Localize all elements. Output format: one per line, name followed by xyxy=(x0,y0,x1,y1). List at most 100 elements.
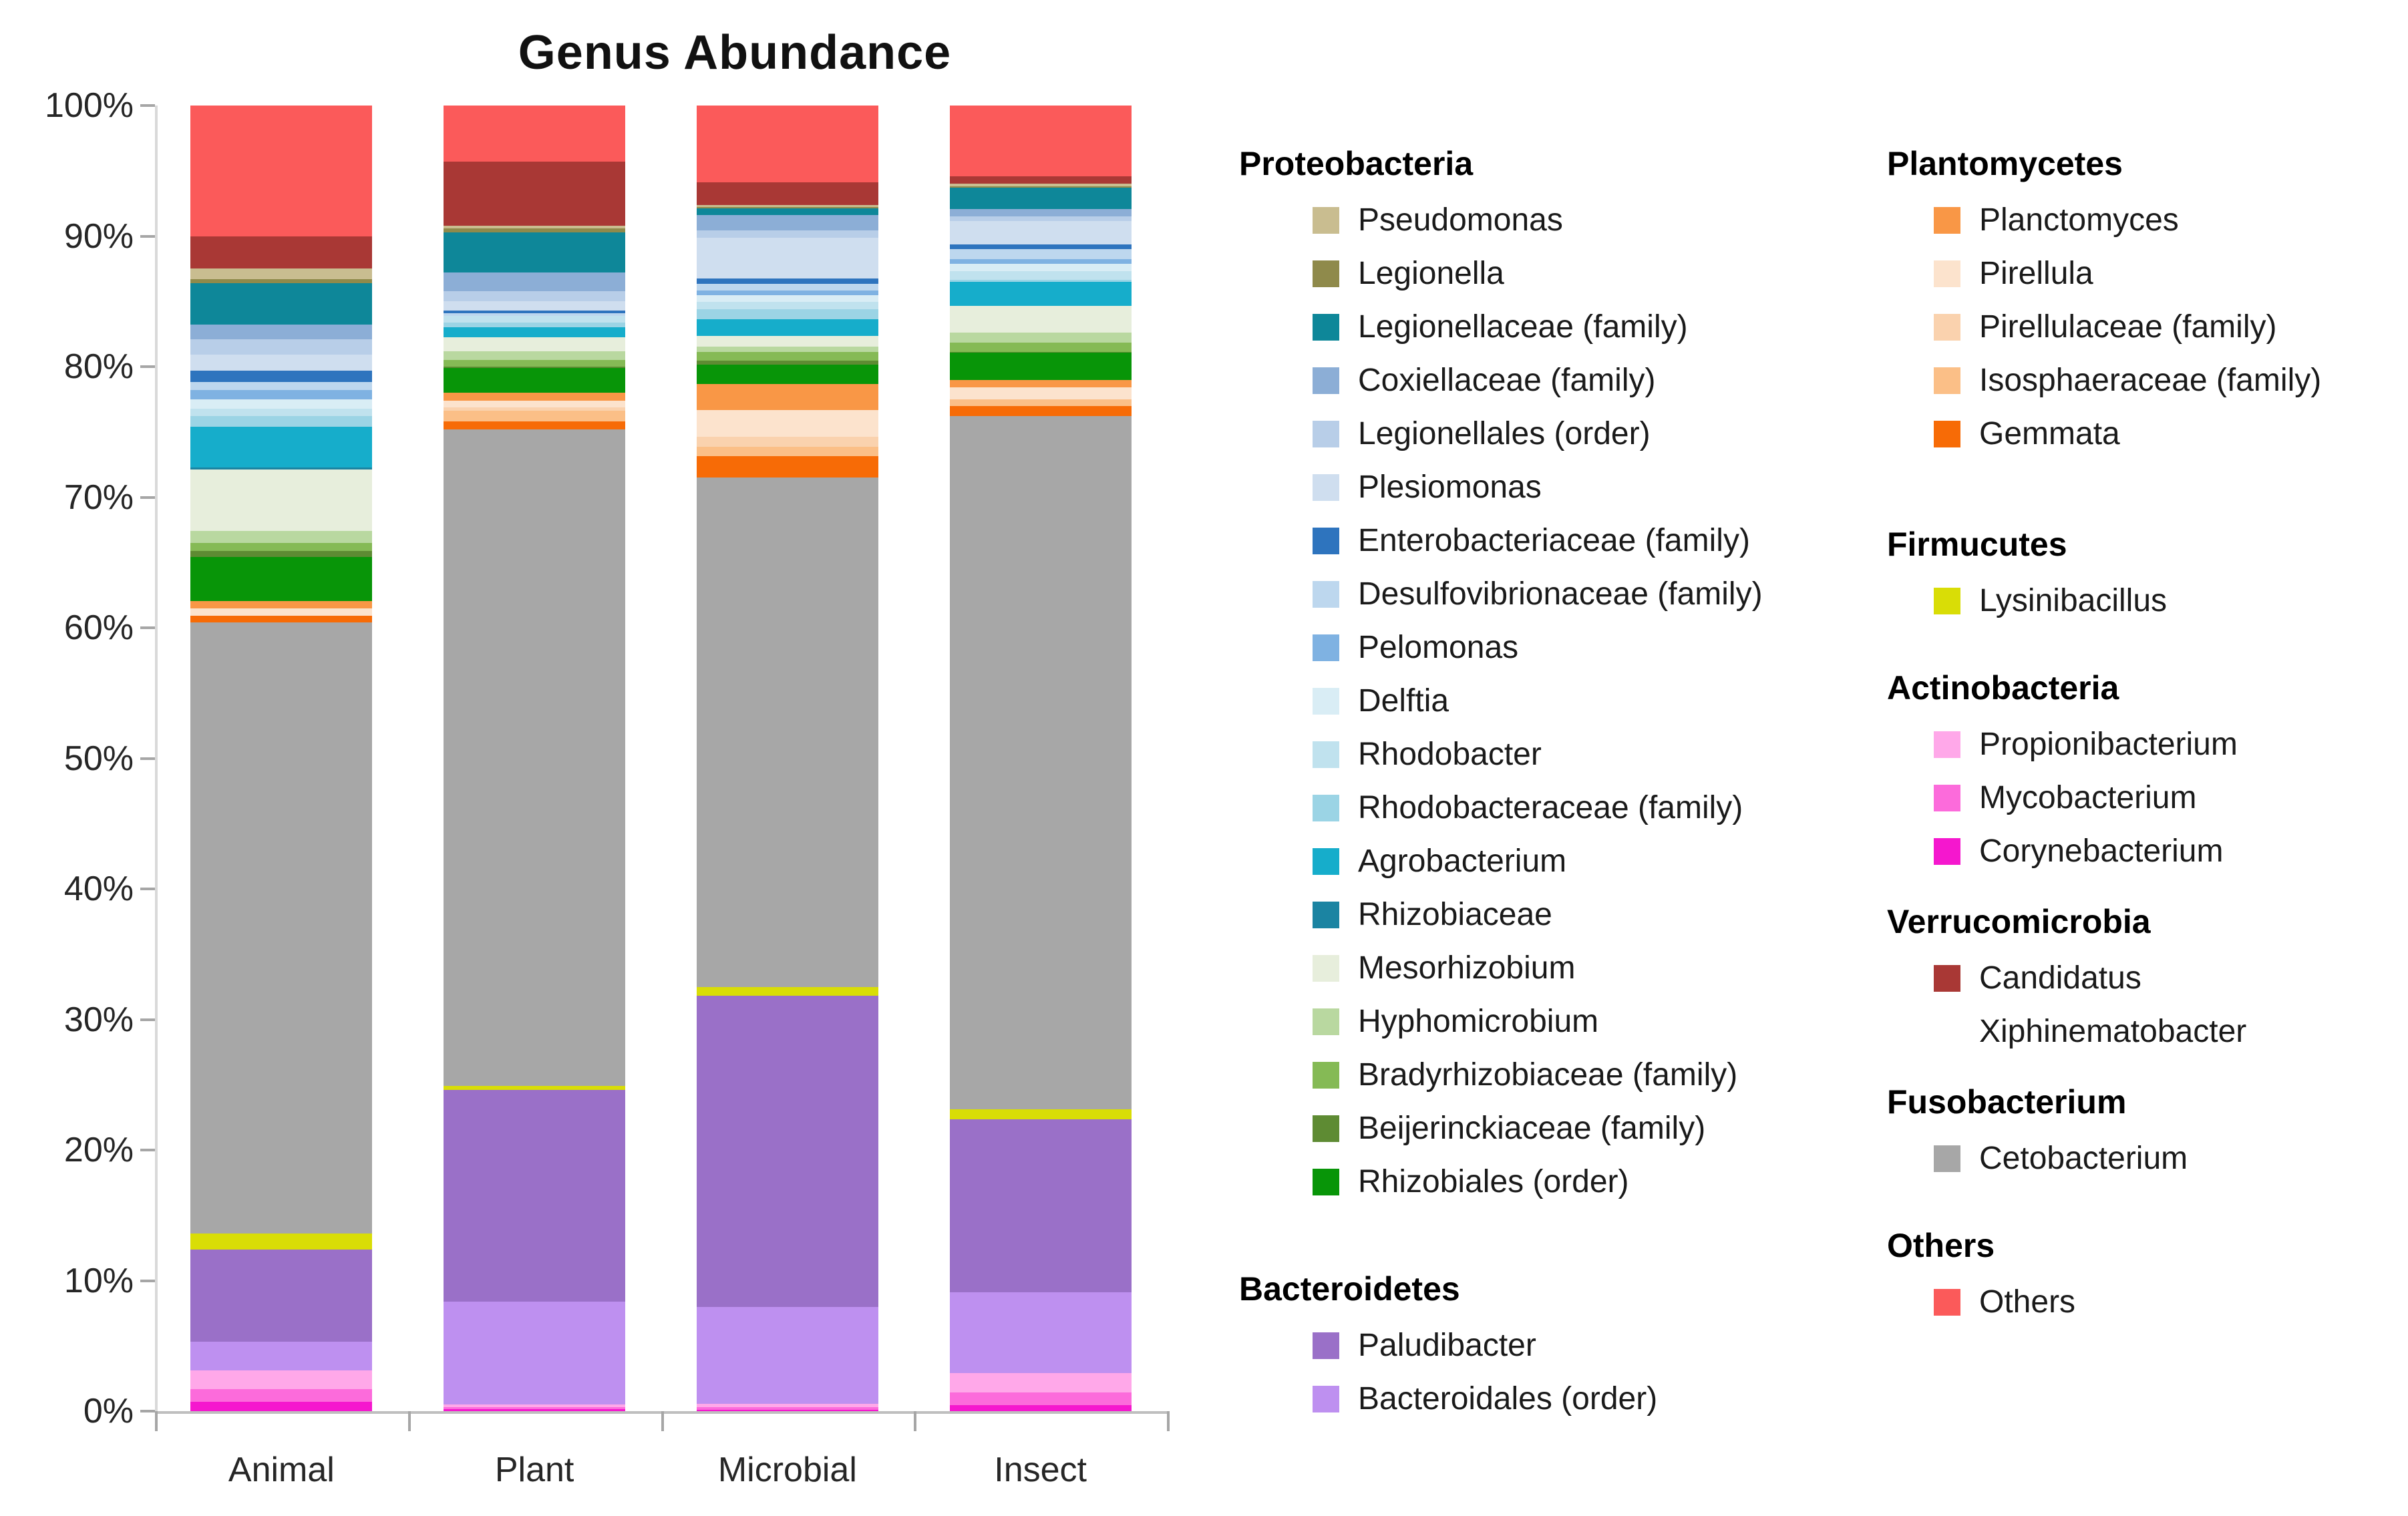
bar-segment-rhodobacteraceae-family- xyxy=(696,309,878,319)
legend-item-label: Cetobacterium xyxy=(1979,1141,2188,1176)
legend-item: Coxiellaceae (family) xyxy=(1313,354,1934,407)
bar-segment-enterobacteriaceae-family- xyxy=(190,370,373,383)
bar-segment-bacteroidales-order- xyxy=(696,1306,878,1404)
bar-segment-propionibacterium xyxy=(949,1373,1132,1392)
legend-item-label: Paludibacter xyxy=(1358,1328,1536,1363)
legend-item-label: Candidatus Xiphinematobacter xyxy=(1979,960,2247,1049)
bar-segment-others xyxy=(190,106,373,236)
bar-segment-mesorhizobium xyxy=(444,337,626,351)
bar-segment-corynebacterium xyxy=(696,1410,878,1411)
bar-segment-beijerinckiaceae-family- xyxy=(949,351,1132,353)
legend-swatch-icon xyxy=(1313,1169,1339,1195)
legend-item: Agrobacterium xyxy=(1313,835,1934,888)
bar-segment-plesiomonas xyxy=(444,301,626,311)
legend-item-label: Propionibacterium xyxy=(1979,727,2238,762)
bar-segment-legionella xyxy=(696,207,878,209)
legend-swatch-icon xyxy=(1934,965,1960,992)
bar-segment-planctomyces xyxy=(949,379,1132,388)
legend-item: Planctomyces xyxy=(1934,194,2408,247)
bar-segment-legionella xyxy=(190,279,373,283)
x-category-label: Microbial xyxy=(717,1451,857,1489)
legend-item: Bacteroidales (order) xyxy=(1313,1372,1934,1426)
legend-item: Mesorhizobium xyxy=(1313,942,1934,995)
legend-item: Pirellula xyxy=(1934,247,2408,301)
legend-column-left: Proteobacteria Pseudomonas Legionella Legio… xyxy=(1239,134,1934,1426)
legend-swatch-icon xyxy=(1313,1386,1339,1412)
legend-group-header: Verrucomicrobia xyxy=(1887,903,2151,940)
bar-segment-desulfovibrionaceae-family- xyxy=(444,313,626,316)
x-category-label: Plant xyxy=(494,1451,574,1489)
bar-segment-hyphomicrobium xyxy=(949,333,1132,343)
x-axis-tick xyxy=(155,1411,158,1431)
legend-swatch-icon xyxy=(1313,1062,1339,1089)
bar-segment-isosphaeraceae-family- xyxy=(696,447,878,456)
y-tick-label: 100% xyxy=(45,86,134,125)
legend-item-label: Rhizobiaceae xyxy=(1358,897,1552,932)
legend-item: Candidatus Xiphinematobacter xyxy=(1934,952,2408,1059)
x-axis-tick xyxy=(661,1411,664,1431)
legend-item: Rhodobacter xyxy=(1313,728,1934,781)
legend-group-verrucomicrobia: Verrucomicrobia Candidatus Xiphinematobac… xyxy=(1887,892,2408,1059)
bar-segment-cetobacterium xyxy=(696,478,878,987)
y-tick-label: 60% xyxy=(63,608,134,647)
bar-segment-rhodobacteraceae-family- xyxy=(190,416,373,427)
y-tick-label: 70% xyxy=(63,478,134,517)
y-axis-tick xyxy=(140,365,155,368)
y-axis-tick xyxy=(140,234,155,238)
bar-segment-mesorhizobium xyxy=(696,336,878,347)
legend-swatch-icon xyxy=(1313,260,1339,287)
y-tick-label: 90% xyxy=(63,216,134,256)
bar-segment-propionibacterium xyxy=(190,1370,373,1389)
bar-segment-candidatus-xiphinematobacter xyxy=(190,236,373,269)
legend-group-header: Bacteroidetes xyxy=(1239,1270,1460,1308)
bar-segment-enterobacteriaceae-family- xyxy=(949,244,1132,250)
bar-segment-isosphaeraceae-family- xyxy=(444,411,626,422)
bar-segment-planctomyces xyxy=(444,393,626,401)
legend-item: Plesiomonas xyxy=(1313,461,1934,514)
x-category-label: Insect xyxy=(994,1451,1087,1489)
legend-group-header: Others xyxy=(1887,1227,1995,1264)
bar-segment-lysinibacillus xyxy=(696,986,878,996)
legend-item: Cetobacterium xyxy=(1934,1132,2408,1185)
legend-item-label: Pirellula xyxy=(1979,256,2093,291)
legend-item-label: Legionella xyxy=(1358,256,1504,291)
y-axis-tick xyxy=(140,1018,155,1021)
legend-item-label: Pelomonas xyxy=(1358,630,1519,665)
legend-swatch-icon xyxy=(1313,314,1339,341)
legend-item: Legionella xyxy=(1313,247,1934,301)
bar-segment-candidatus-xiphinematobacter xyxy=(696,182,878,205)
legend-swatch-icon xyxy=(1934,314,1960,341)
legend-group-header: Fusobacterium xyxy=(1887,1083,2127,1121)
legend-item-label: Planctomyces xyxy=(1979,202,2179,238)
legend-item-label: Legionellales (order) xyxy=(1358,416,1651,451)
bar-segment-others xyxy=(444,106,626,162)
bar-segment-mesorhizobium xyxy=(949,306,1132,333)
bar-segment-lysinibacillus xyxy=(444,1086,626,1091)
bar-segment-others xyxy=(949,106,1132,176)
bar-segment-delftia xyxy=(696,295,878,303)
legend-group-header: Proteobacteria xyxy=(1239,145,1474,182)
legend-item: Beijerinckiaceae (family) xyxy=(1313,1102,1934,1155)
bar-segment-legionellaceae-family- xyxy=(190,282,373,325)
bar-segment-planctomyces xyxy=(696,384,878,411)
bar-segment-delftia xyxy=(949,263,1132,272)
legend-item: Pelomonas xyxy=(1313,621,1934,675)
bar-segment-mycobacterium xyxy=(696,1407,878,1410)
y-axis-tick xyxy=(140,888,155,890)
legend-item-label: Mesorhizobium xyxy=(1358,950,1576,986)
bar-segment-desulfovibrionaceae-family- xyxy=(190,382,373,391)
x-axis-tick xyxy=(407,1411,411,1431)
y-tick-label: 10% xyxy=(63,1261,134,1300)
legend-item: Rhodobacteraceae (family) xyxy=(1313,781,1934,835)
bar-segment-agrobacterium xyxy=(696,319,878,337)
legend-item: Gemmata xyxy=(1934,407,2408,461)
bar-segment-pirellula xyxy=(696,410,878,437)
bar-segment-pirellula xyxy=(190,608,373,616)
legend-item: Hyphomicrobium xyxy=(1313,995,1934,1049)
bar-segment-beijerinckiaceae-family- xyxy=(444,367,626,368)
bar-segment-enterobacteriaceae-family- xyxy=(444,310,626,313)
legend-item-label: Rhizobiales (order) xyxy=(1358,1164,1629,1199)
bar-segment-corynebacterium xyxy=(949,1405,1132,1411)
bar-segment-bradyrhizobiaceae-family- xyxy=(696,351,878,361)
